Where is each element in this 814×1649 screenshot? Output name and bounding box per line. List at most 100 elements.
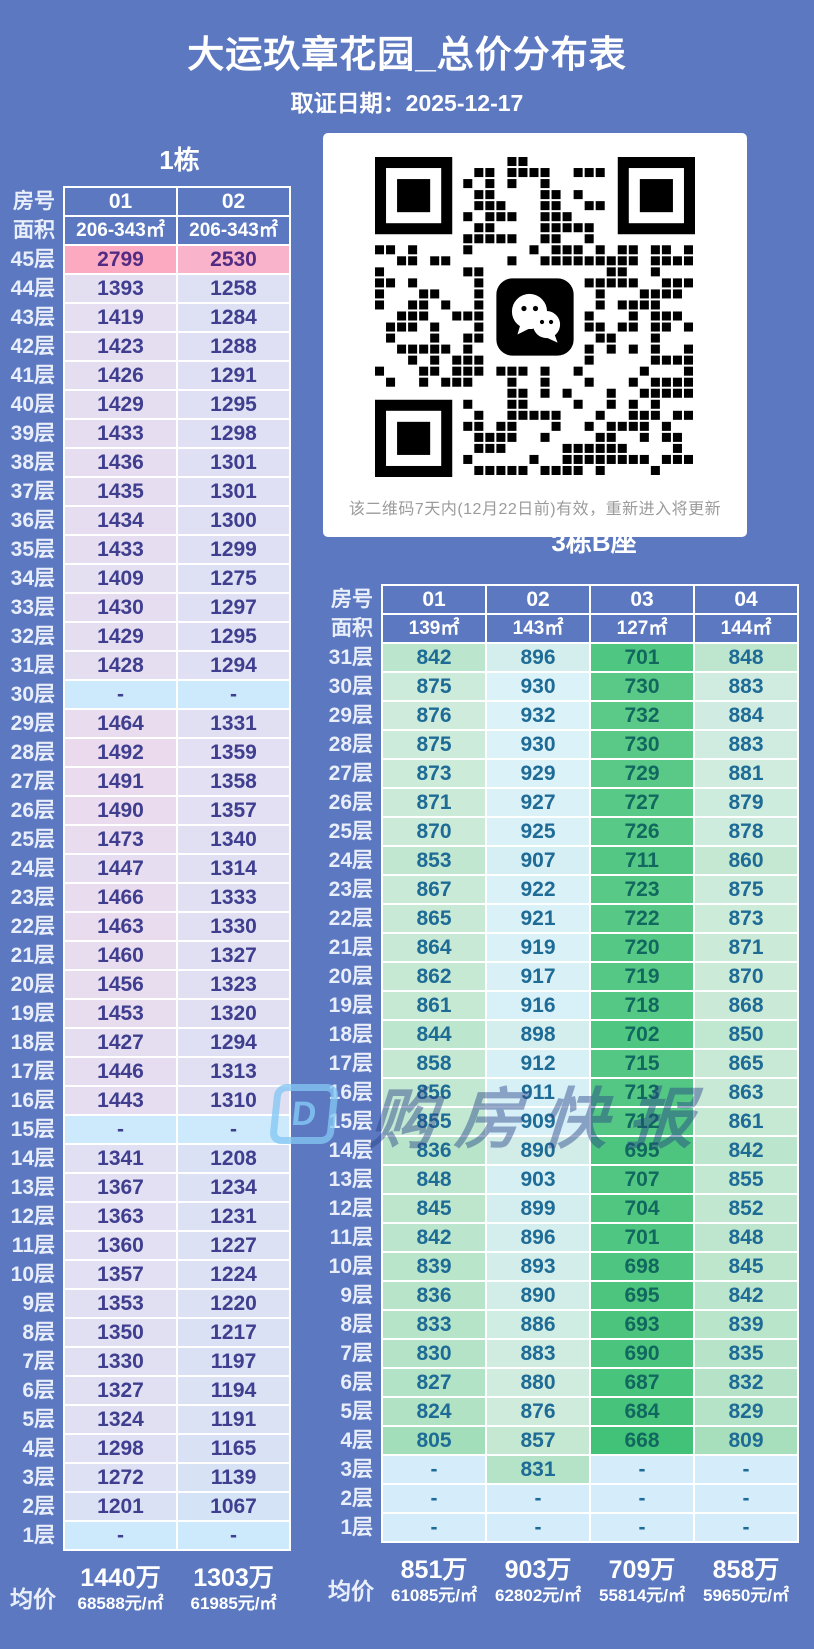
- price-cell: 1447: [63, 853, 178, 884]
- price-cell: 1350: [63, 1317, 178, 1348]
- average-total-price: 709万: [608, 1556, 676, 1584]
- floor-label: 38层: [10, 451, 55, 474]
- price-cell: 702: [589, 1019, 695, 1050]
- price-cell: 711: [589, 845, 695, 876]
- price-cell: 881: [693, 758, 799, 789]
- floor-label: 14层: [10, 1147, 55, 1170]
- floor-label: 12层: [328, 1197, 373, 1220]
- floor-label: 41层: [10, 364, 55, 387]
- price-cell: -: [176, 1520, 291, 1551]
- building2-price-table: 房号 01 02 03 04 面积 139㎡ 143㎡ 127㎡ 144㎡ 31层 842 896 701…: [318, 584, 799, 1641]
- unit-column-header: 03: [589, 584, 695, 615]
- price-cell: 726: [589, 816, 695, 847]
- unit-area-header: 206-343㎡: [63, 215, 178, 246]
- floor-row: 14层 836 890 695 842: [318, 1135, 799, 1166]
- unit-area-header: 139㎡: [381, 613, 487, 644]
- floor-row: 1层 - -: [0, 1520, 291, 1551]
- floor-label: 8层: [340, 1313, 373, 1336]
- price-cell: 1067: [176, 1491, 291, 1522]
- floor-label: 23层: [10, 886, 55, 909]
- average-price-cell: 709万 55814元/㎡: [590, 1542, 694, 1641]
- price-cell: 890: [485, 1280, 591, 1311]
- price-cell: 1357: [176, 795, 291, 826]
- floor-row: 5层 824 876 684 829: [318, 1396, 799, 1427]
- price-cell: 2530: [176, 244, 291, 275]
- floor-label: 23层: [328, 878, 373, 901]
- average-price-cell: 903万 62802元/㎡: [486, 1542, 590, 1641]
- price-cell: 842: [693, 1280, 799, 1311]
- price-cell: 1435: [63, 476, 178, 507]
- floor-label: 27层: [328, 762, 373, 785]
- price-cell: 1456: [63, 969, 178, 1000]
- floor-label: 28层: [328, 733, 373, 756]
- price-cell: 1323: [176, 969, 291, 1000]
- price-cell: 1433: [63, 418, 178, 449]
- price-cell: 730: [589, 729, 695, 760]
- floor-label: 7层: [340, 1342, 373, 1365]
- average-unit-price: 61085元/㎡: [391, 1586, 477, 1605]
- floor-row: 36层 1434 1300: [0, 505, 291, 536]
- floor-label: 21层: [328, 936, 373, 959]
- floor-row: 41层 1426 1291: [0, 360, 291, 391]
- floor-label: 11层: [11, 1234, 55, 1257]
- average-total-price: 903万: [504, 1556, 572, 1584]
- floor-row: 3层 -831- -: [318, 1454, 799, 1485]
- unit-column-header: 04: [693, 584, 799, 615]
- price-cell: 1360: [63, 1230, 178, 1261]
- price-cell: 876: [381, 700, 487, 731]
- price-cell: -: [176, 679, 291, 710]
- price-cell: 1234: [176, 1172, 291, 1203]
- price-cell: 1231: [176, 1201, 291, 1232]
- price-cell: 1357: [63, 1259, 178, 1290]
- area-label: 面积: [13, 219, 55, 242]
- price-cell: 875: [381, 729, 487, 760]
- price-cell: 863: [693, 1077, 799, 1108]
- floor-row: 26层 871 927 727 879: [318, 787, 799, 818]
- floor-row: 33层 1430 1297: [0, 592, 291, 623]
- price-cell: 719: [589, 961, 695, 992]
- floor-row: 44层 1393 1258: [0, 273, 291, 304]
- floor-row: 39层 1433 1298: [0, 418, 291, 449]
- price-cell: 930: [485, 671, 591, 702]
- floor-label: 27层: [10, 770, 55, 793]
- floor-label: 8层: [22, 1321, 55, 1344]
- floor-label: 4层: [340, 1429, 373, 1452]
- page-title: 大运玖章花园_总价分布表: [187, 34, 627, 75]
- floor-label: 22层: [328, 907, 373, 930]
- price-cell: 827: [381, 1367, 487, 1398]
- price-cell: 839: [693, 1309, 799, 1340]
- price-cell: 896: [485, 642, 591, 673]
- floor-row: 29层 876 932 732 884: [318, 700, 799, 731]
- floor-label: 42层: [10, 335, 55, 358]
- price-cell: 929: [485, 758, 591, 789]
- price-cell: 855: [693, 1164, 799, 1195]
- price-cell: 1340: [176, 824, 291, 855]
- price-cell: 927: [485, 787, 591, 818]
- price-cell: 1433: [63, 534, 178, 565]
- price-cell: 1492: [63, 737, 178, 768]
- floor-row: 27层 1491 1358: [0, 766, 291, 797]
- floor-label: 16层: [10, 1089, 55, 1112]
- price-cell: 861: [693, 1106, 799, 1137]
- unit-column-header: 02: [485, 584, 591, 615]
- building2-title: 3栋B座: [551, 527, 637, 557]
- floor-label: 40层: [10, 393, 55, 416]
- unit-area-header: 127㎡: [589, 613, 695, 644]
- floor-row: 7层 830 883 690 835: [318, 1338, 799, 1369]
- price-cell: 1393: [63, 273, 178, 304]
- price-cell: 870: [381, 816, 487, 847]
- price-cell: 1430: [63, 592, 178, 623]
- price-cell: 842: [381, 642, 487, 673]
- price-cell: 809: [693, 1425, 799, 1456]
- price-cell: 1327: [63, 1375, 178, 1406]
- price-cell: 1300: [176, 505, 291, 536]
- price-cell: 723: [589, 874, 695, 905]
- floor-row: 32层 1429 1295: [0, 621, 291, 652]
- price-cell: 842: [693, 1135, 799, 1166]
- floor-label: 31层: [328, 646, 373, 669]
- floor-label: 18层: [10, 1031, 55, 1054]
- floor-row: 29层 1464 1331: [0, 708, 291, 739]
- price-cell: 1298: [176, 418, 291, 449]
- price-cell: 830: [381, 1338, 487, 1369]
- price-cell: 1217: [176, 1317, 291, 1348]
